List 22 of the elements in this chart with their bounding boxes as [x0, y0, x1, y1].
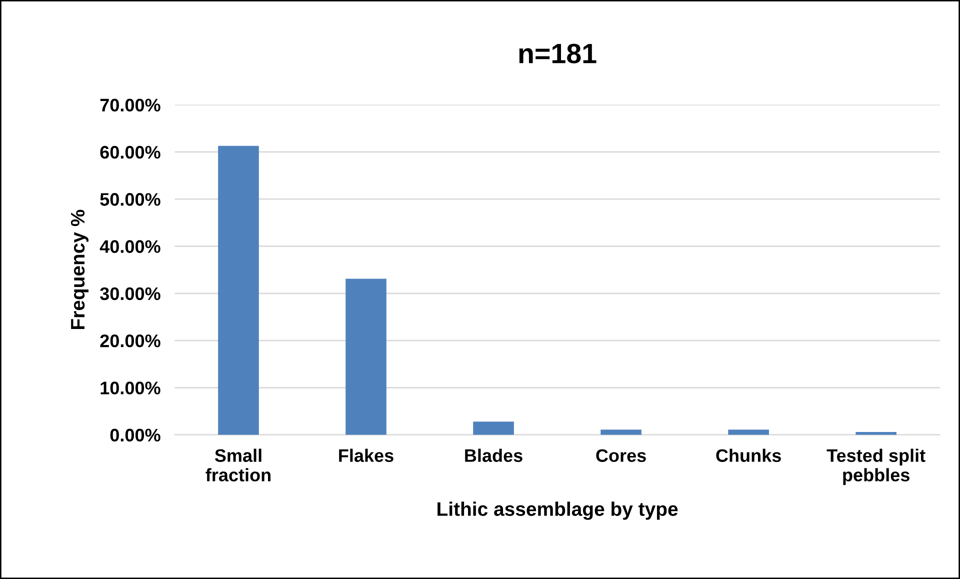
bar [218, 146, 259, 435]
y-axis-title: Frequency % [70, 210, 88, 330]
x-tick-label: Small fraction [206, 448, 270, 482]
bar [728, 430, 769, 435]
y-tick-label: 0.00% [110, 428, 160, 442]
x-axis-title: Lithic assemblage by type [438, 502, 678, 520]
y-tick-label: 20.00% [100, 334, 160, 348]
x-tick-label: Flakes [339, 448, 394, 462]
x-tick-label: Tested split pebbles [826, 448, 926, 485]
x-tick-label: Blades [465, 448, 522, 462]
bar [473, 422, 514, 435]
x-tick-label: Cores [596, 449, 646, 462]
x-tick-label: Chunks [716, 448, 781, 462]
y-tick-label: 60.00% [100, 146, 160, 159]
y-tick-label: 10.00% [100, 382, 160, 394]
y-tick-label: 70.00% [100, 98, 160, 112]
bar [600, 430, 642, 435]
chart-title: n=181 [519, 44, 596, 64]
y-tick-label: 30.00% [100, 287, 160, 300]
y-tick-label: 50.00% [100, 193, 160, 206]
bar [346, 278, 386, 435]
y-tick-label: 40.00% [100, 240, 160, 253]
